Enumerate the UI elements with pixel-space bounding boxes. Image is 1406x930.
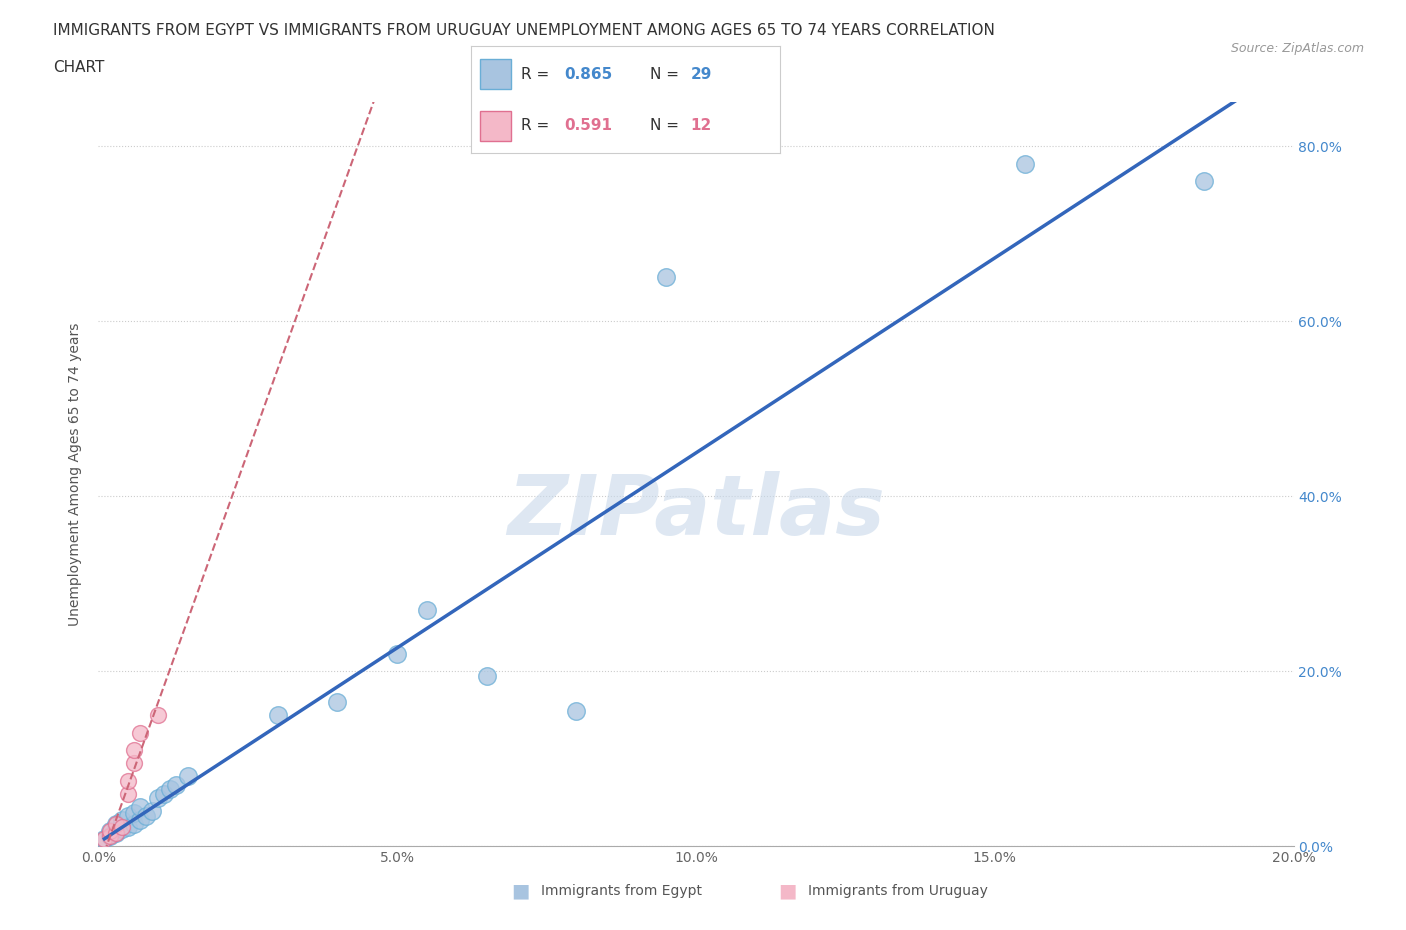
Point xyxy=(177,769,200,784)
Point xyxy=(111,813,134,828)
Point xyxy=(100,829,122,844)
Point xyxy=(111,821,134,836)
Point xyxy=(385,646,409,661)
Point xyxy=(129,725,152,740)
Point xyxy=(475,668,498,683)
Text: R =: R = xyxy=(520,118,548,133)
Point xyxy=(153,787,176,802)
Point xyxy=(1192,174,1215,189)
Text: N =: N = xyxy=(651,67,679,82)
Point xyxy=(117,808,139,823)
Point xyxy=(105,817,128,831)
Point xyxy=(124,817,146,831)
Text: 0.591: 0.591 xyxy=(564,118,612,133)
Text: Immigrants from Egypt: Immigrants from Egypt xyxy=(541,884,703,898)
Point xyxy=(135,808,157,823)
Point xyxy=(117,787,139,802)
Text: 0.865: 0.865 xyxy=(564,67,612,82)
Point xyxy=(165,777,187,792)
Text: N =: N = xyxy=(651,118,679,133)
Point xyxy=(129,800,152,815)
Point xyxy=(124,756,146,771)
Text: R =: R = xyxy=(520,67,548,82)
FancyBboxPatch shape xyxy=(481,60,512,89)
Y-axis label: Unemployment Among Ages 65 to 74 years: Unemployment Among Ages 65 to 74 years xyxy=(69,323,83,626)
Text: 12: 12 xyxy=(690,118,711,133)
Point xyxy=(267,708,290,723)
Point xyxy=(124,805,146,820)
Point xyxy=(124,742,146,757)
Text: Source: ZipAtlas.com: Source: ZipAtlas.com xyxy=(1230,42,1364,55)
Point xyxy=(105,826,128,841)
Text: Immigrants from Uruguay: Immigrants from Uruguay xyxy=(808,884,988,898)
Point xyxy=(105,817,128,831)
Point xyxy=(100,823,122,838)
Point xyxy=(148,708,170,723)
Point xyxy=(100,829,122,844)
Point xyxy=(117,773,139,788)
Point xyxy=(93,831,115,846)
Point xyxy=(141,804,163,818)
Point xyxy=(655,270,678,285)
Point xyxy=(326,695,349,710)
Point xyxy=(159,782,181,797)
Point xyxy=(1014,156,1036,171)
Point xyxy=(565,703,588,718)
Text: 29: 29 xyxy=(690,67,711,82)
Point xyxy=(105,826,128,841)
Point xyxy=(129,813,152,828)
Point xyxy=(111,819,134,834)
Point xyxy=(100,823,122,838)
Point xyxy=(416,603,439,618)
FancyBboxPatch shape xyxy=(481,111,512,140)
Text: ■: ■ xyxy=(510,882,530,900)
Point xyxy=(93,831,115,846)
Text: ■: ■ xyxy=(778,882,797,900)
Text: IMMIGRANTS FROM EGYPT VS IMMIGRANTS FROM URUGUAY UNEMPLOYMENT AMONG AGES 65 TO 7: IMMIGRANTS FROM EGYPT VS IMMIGRANTS FROM… xyxy=(53,23,995,38)
Point xyxy=(117,819,139,834)
Point xyxy=(148,790,170,805)
Text: CHART: CHART xyxy=(53,60,105,75)
Text: ZIPatlas: ZIPatlas xyxy=(508,471,884,552)
